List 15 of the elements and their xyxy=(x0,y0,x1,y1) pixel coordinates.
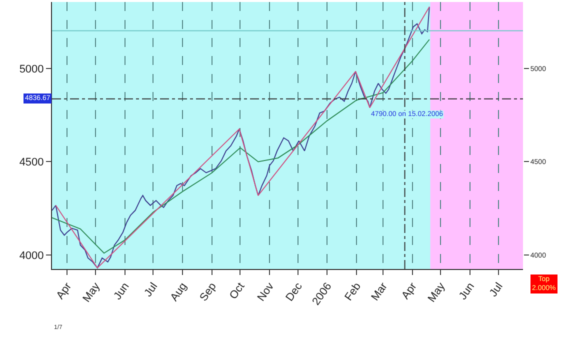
x-tick-label: Dec xyxy=(284,280,306,304)
x-tick-label: Oct xyxy=(228,280,248,302)
x-tick-label: Jul xyxy=(487,280,506,300)
x-tick-label: Mar xyxy=(369,280,390,304)
x-tick-label: Apr xyxy=(400,280,420,302)
x-tick-label: Jun xyxy=(456,280,478,302)
x-tick-label: Feb xyxy=(342,280,364,304)
x-tick-label: Nov xyxy=(255,280,277,304)
x-tick-label: Jul xyxy=(142,280,160,300)
x-tick-label: Jun xyxy=(112,280,132,302)
x-tick-label: Apr xyxy=(54,280,74,302)
y-tick-label: 4500 xyxy=(19,156,44,169)
y-tick-label: 5000 xyxy=(19,63,44,76)
y-tick-label: 4000 xyxy=(19,250,44,262)
x-tick-label: Sep xyxy=(198,280,219,304)
